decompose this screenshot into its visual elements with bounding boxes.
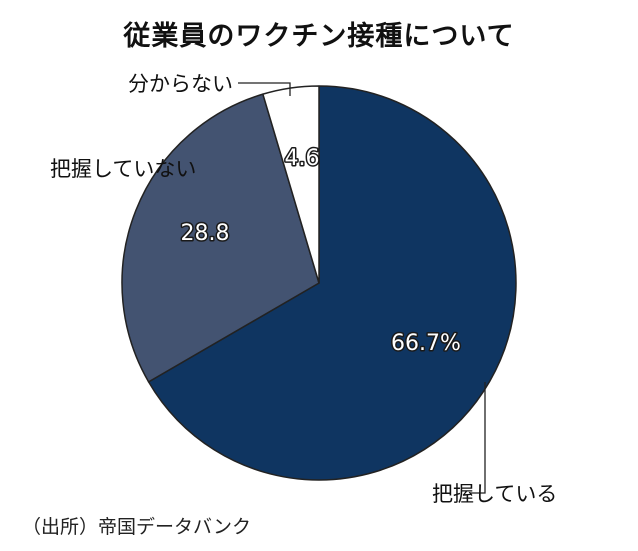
slice-not-knowing [121, 93, 320, 383]
value-label-knowing: 66.7% [391, 331, 461, 356]
leader-line-knowing [470, 382, 486, 494]
category-label-knowing: 把握している [432, 482, 557, 506]
source-note: （出所）帝国データバンク [22, 516, 251, 538]
chart-title: 従業員のワクチン接種について [123, 21, 515, 52]
leader-line-unknown [238, 82, 291, 96]
value-label-not-knowing: 28.8 [181, 221, 230, 246]
slice-unknown [262, 85, 320, 284]
slice-knowing [147, 85, 517, 481]
value-label-unknown: 4.6 [285, 146, 320, 171]
category-label-unknown: 分からない [128, 72, 233, 96]
category-label-not-knowing: 把握していない [50, 157, 196, 181]
